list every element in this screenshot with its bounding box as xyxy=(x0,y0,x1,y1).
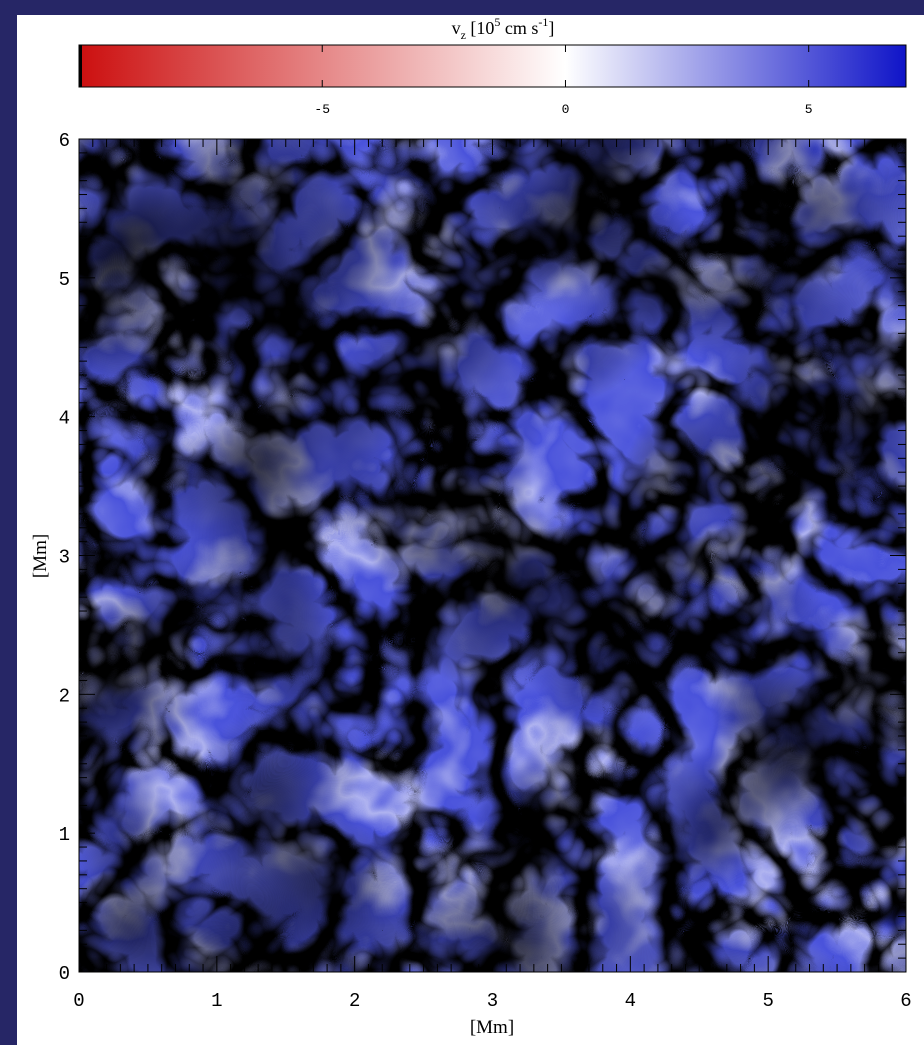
y-tick-label: 4 xyxy=(59,408,70,430)
y-tick-label: 2 xyxy=(59,685,70,707)
y-axis-tick-labels: 0 1 2 3 4 5 6 xyxy=(59,130,70,985)
y-tick-label: 5 xyxy=(59,269,70,291)
colorbar-tick-label: -5 xyxy=(314,102,330,117)
x-tick-label: 2 xyxy=(349,990,360,1012)
colorbar-title-unit-a: [10 xyxy=(466,18,495,38)
y-tick-label: 3 xyxy=(59,547,70,569)
y-axis-ticks xyxy=(79,138,906,973)
heatmap-downflow-cores xyxy=(79,139,906,972)
colorbar-tick-label: 0 xyxy=(562,102,570,117)
y-tick-label: 6 xyxy=(59,130,70,152)
y-tick-label: 1 xyxy=(59,824,70,846)
x-tick-label: 5 xyxy=(762,990,773,1012)
x-axis-label: [Mm] xyxy=(470,1017,514,1038)
colorbar-title-exp: 5 xyxy=(494,15,500,29)
x-tick-label: 6 xyxy=(900,990,911,1012)
y-axis-label: [Mm] xyxy=(30,534,51,578)
x-axis-tick-labels: 0 1 2 3 4 5 6 xyxy=(73,990,911,1012)
x-axis-ticks xyxy=(78,139,907,972)
x-tick-label: 0 xyxy=(73,990,84,1012)
colorbar-min-marker xyxy=(79,45,82,87)
colorbar-title-main: v xyxy=(452,18,461,38)
colorbar-title-unit-b: cm s xyxy=(500,18,538,38)
colorbar-title-exp2: -1 xyxy=(538,15,548,29)
colorbar-title-close: ] xyxy=(548,18,554,38)
y-tick-label: 0 xyxy=(59,963,70,985)
heatmap xyxy=(79,139,906,972)
colorbar-ticks: -5 0 5 xyxy=(314,45,813,117)
x-tick-label: 4 xyxy=(625,990,636,1012)
x-tick-label: 1 xyxy=(211,990,222,1012)
colorbar-title: vz [105 cm s-1] xyxy=(452,15,555,42)
colorbar-tick-label: 5 xyxy=(805,102,813,117)
x-tick-label: 3 xyxy=(487,990,498,1012)
colorbar xyxy=(78,44,907,88)
colorbar-title-sub: z xyxy=(461,28,466,42)
